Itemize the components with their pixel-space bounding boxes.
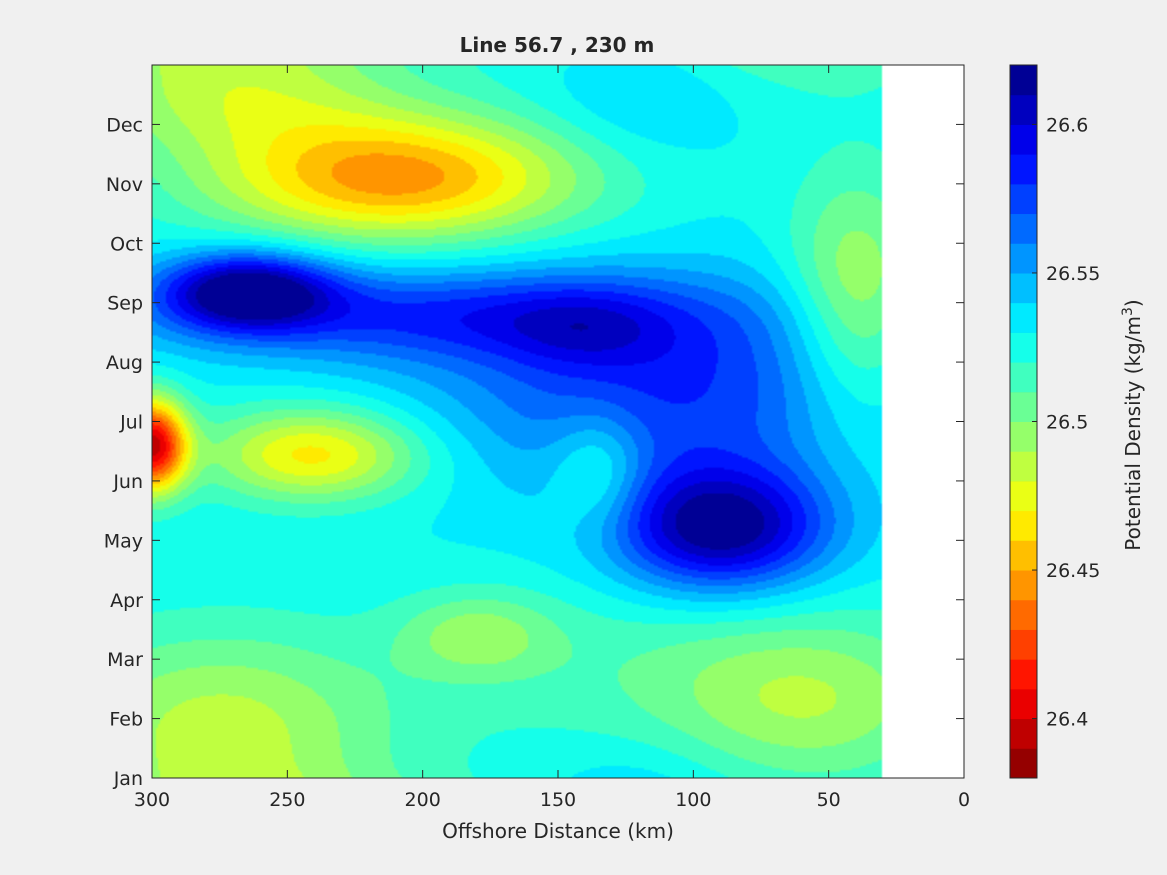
colorbar-level (1010, 748, 1037, 779)
y-tick-label: Nov (106, 174, 143, 196)
colorbar-level (1010, 124, 1037, 155)
y-tick-label: Sep (107, 293, 143, 315)
colorbar-level (1010, 451, 1037, 482)
colorbar-level (1010, 629, 1037, 660)
x-tick-label: 300 (134, 789, 170, 811)
colorbar-tick-label: 26.6 (1046, 114, 1088, 136)
density-contour-field (152, 65, 964, 778)
colorbar: 26.4 26.45 26.5 26.55 26.6 Potential Density… (1009, 64, 1145, 779)
y-tick-label: Jun (112, 471, 143, 493)
chart-title: Line 56.7 , 230 m (460, 33, 655, 57)
colorbar-levels (1010, 64, 1037, 779)
x-tick-label: 250 (269, 789, 305, 811)
colorbar-label-superscript: 3 (1120, 307, 1136, 316)
colorbar-level (1010, 213, 1037, 244)
y-tick-label: Dec (106, 114, 143, 136)
colorbar-tick-label: 26.4 (1046, 709, 1088, 731)
plot-area: 300 250 200 150 100 50 0 Jan Feb Mar Apr May Jun Jul… (104, 64, 970, 811)
x-axis-ticks: 300 250 200 150 100 50 0 (134, 65, 970, 811)
y-tick-label: Apr (110, 590, 143, 612)
plot-frame (151, 64, 965, 779)
colorbar-tick-label: 26.5 (1046, 412, 1088, 434)
colorbar-level (1010, 362, 1037, 393)
y-tick-label: Aug (106, 352, 143, 374)
colorbar-level (1010, 272, 1037, 304)
x-axis-label: Offshore Distance (km) (442, 819, 674, 843)
colorbar-level (1010, 540, 1037, 571)
colorbar-level (1010, 599, 1037, 630)
colorbar-level (1010, 65, 1037, 96)
y-tick-label: Jan (113, 768, 143, 790)
colorbar-frame (1009, 64, 1038, 779)
y-tick-label: Jul (119, 412, 143, 434)
colorbar-level (1010, 480, 1037, 512)
colorbar-tick-label: 26.55 (1046, 263, 1100, 285)
x-tick-label: 50 (817, 789, 841, 811)
x-tick-label: 200 (405, 789, 441, 811)
y-tick-label: Oct (110, 233, 143, 255)
colorbar-level (1010, 421, 1037, 452)
x-tick-label: 150 (540, 789, 576, 811)
colorbar-level (1010, 570, 1037, 601)
y-tick-label: May (104, 530, 143, 552)
colorbar-level (1010, 302, 1037, 333)
colorbar-level (1010, 94, 1037, 125)
colorbar-tick-label: 26.45 (1046, 560, 1100, 582)
y-axis-ticks: Jan Feb Mar Apr May Jun Jul Aug Sep Oct Nov Dec (104, 114, 964, 790)
colorbar-level (1010, 183, 1037, 215)
colorbar-level (1010, 154, 1037, 185)
colorbar-label: Potential Density (kg/m3) (1120, 299, 1145, 550)
y-tick-label: Feb (109, 709, 143, 731)
colorbar-level (1010, 688, 1037, 720)
colorbar-level (1010, 718, 1037, 749)
x-tick-label: 100 (675, 789, 711, 811)
colorbar-level (1010, 510, 1037, 541)
colorbar-level (1010, 243, 1037, 274)
colorbar-level (1010, 391, 1037, 422)
colorbar-level (1010, 332, 1037, 363)
colorbar-level (1010, 659, 1037, 690)
x-tick-label: 0 (958, 789, 970, 811)
colorbar-ticks: 26.4 26.45 26.5 26.55 26.6 (1032, 114, 1100, 731)
y-tick-label: Mar (107, 649, 143, 671)
